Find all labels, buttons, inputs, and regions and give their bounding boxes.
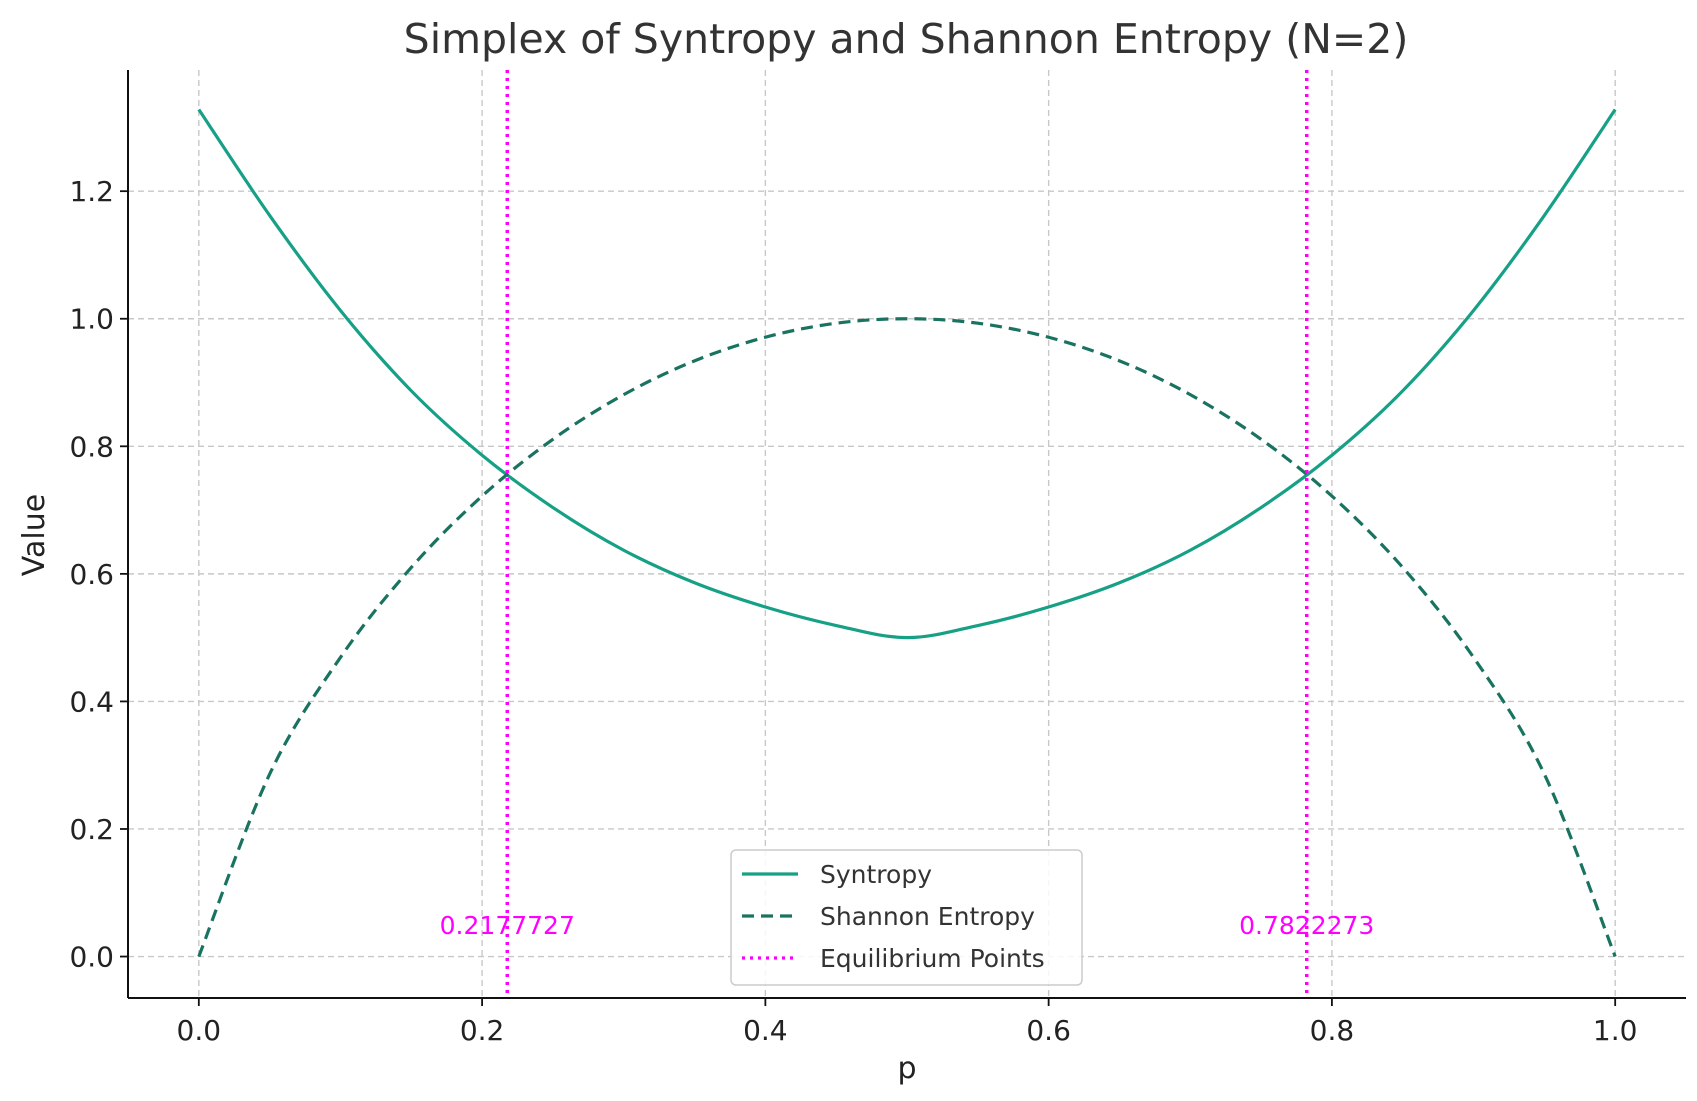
chart-title: Simplex of Syntropy and Shannon Entropy … — [404, 15, 1409, 63]
series-line-shannon-entropy — [197, 317, 1617, 958]
x-tick-label: 0.8 — [1310, 1014, 1355, 1047]
legend-box — [730, 849, 1083, 986]
y-tick-label: 0.6 — [69, 558, 114, 591]
legend: Syntropy Shannon Entropy Equilibrium Point… — [730, 849, 1083, 986]
equilibrium-annotation: 0.2177727 — [440, 911, 575, 940]
ticks: 0.0 0.2 0.4 0.6 0.8 1.0 0.0 0.2 0.4 0.6 0.8 1.0 1.2 — [69, 175, 1637, 1047]
x-axis-label: p — [897, 1051, 916, 1086]
x-tick-label: 0.4 — [743, 1014, 788, 1047]
y-tick-label: 0.4 — [69, 685, 114, 718]
annotations: 0.2177727 0.7822273 — [440, 911, 1375, 940]
y-tick-label: 1.2 — [69, 175, 114, 208]
y-tick-label: 0.8 — [69, 430, 114, 463]
equilibrium-annotation: 0.7822273 — [1239, 911, 1374, 940]
x-tick-label: 0.6 — [1026, 1014, 1071, 1047]
x-tick-label: 0.0 — [177, 1014, 222, 1047]
legend-label: Equilibrium Points — [820, 944, 1045, 973]
grid — [128, 70, 1686, 998]
series-line-syntropy — [197, 108, 1617, 640]
x-tick-label: 0.2 — [460, 1014, 505, 1047]
legend-label: Shannon Entropy — [820, 902, 1035, 931]
y-tick-label: 1.0 — [69, 303, 114, 336]
axes — [127, 70, 1686, 999]
x-tick-label: 1.0 — [1593, 1014, 1638, 1047]
y-tick-label: 0.0 — [69, 941, 114, 974]
plot-area — [197, 70, 1617, 998]
legend-label: Syntropy — [820, 860, 932, 889]
y-axis-label: Value — [17, 494, 52, 576]
y-tick-label: 0.2 — [69, 813, 114, 846]
